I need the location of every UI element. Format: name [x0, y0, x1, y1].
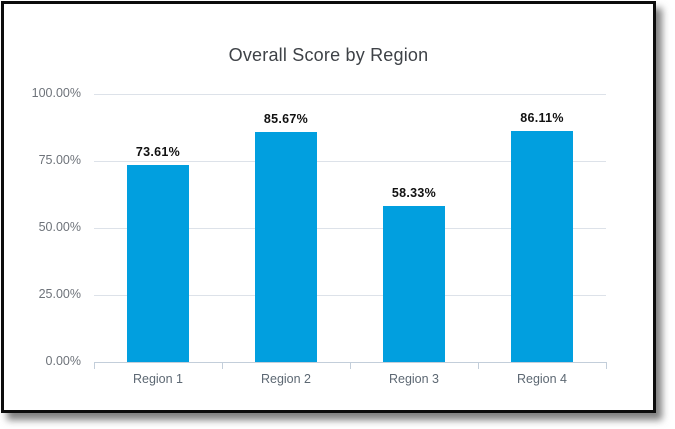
chart-title: Overall Score by Region — [228, 45, 429, 65]
x-axis-label-region-3: Region 3 — [388, 372, 440, 386]
y-axis-tick-label: 75.00% — [38, 153, 81, 167]
y-axis-tick-label: 100.00% — [31, 86, 81, 100]
bar-value-label-region-4: 86.11% — [520, 111, 564, 126]
x-axis-label-region-4: Region 4 — [516, 372, 568, 386]
bar-value-label-region-1: 73.61% — [135, 144, 181, 159]
x-axis-tick — [605, 362, 607, 369]
y-axis-tick-label: 50.00% — [38, 220, 81, 234]
x-axis-label-region-1: Region 1 — [132, 372, 184, 386]
x-axis-tick — [477, 362, 479, 369]
bar-value-label-region-3: 58.33% — [391, 185, 437, 200]
bar-region-4[interactable] — [511, 131, 573, 362]
gridline — [94, 93, 606, 95]
x-axis-tick — [221, 362, 223, 369]
gridline — [94, 227, 606, 229]
x-axis-label-region-2: Region 2 — [260, 372, 312, 386]
x-axis-tick — [349, 362, 351, 369]
gridline — [94, 294, 606, 296]
gridline — [94, 160, 606, 162]
bar-region-3[interactable] — [383, 205, 445, 362]
bar-value-label-region-2: 85.67% — [263, 112, 309, 127]
bar-region-1[interactable] — [127, 164, 189, 362]
y-axis-tick-label: 0.00% — [45, 354, 81, 368]
chart-panel: Overall Score by Region 100.00% 75.00% 50.… — [1, 1, 656, 413]
x-axis-tick — [93, 362, 95, 369]
y-axis-tick-label: 25.00% — [38, 287, 81, 301]
plot-area: 100.00% 75.00% 50.00% 25.00% 0.00% 73.61% 85.… — [32, 86, 607, 386]
bar-region-2[interactable] — [255, 132, 317, 362]
